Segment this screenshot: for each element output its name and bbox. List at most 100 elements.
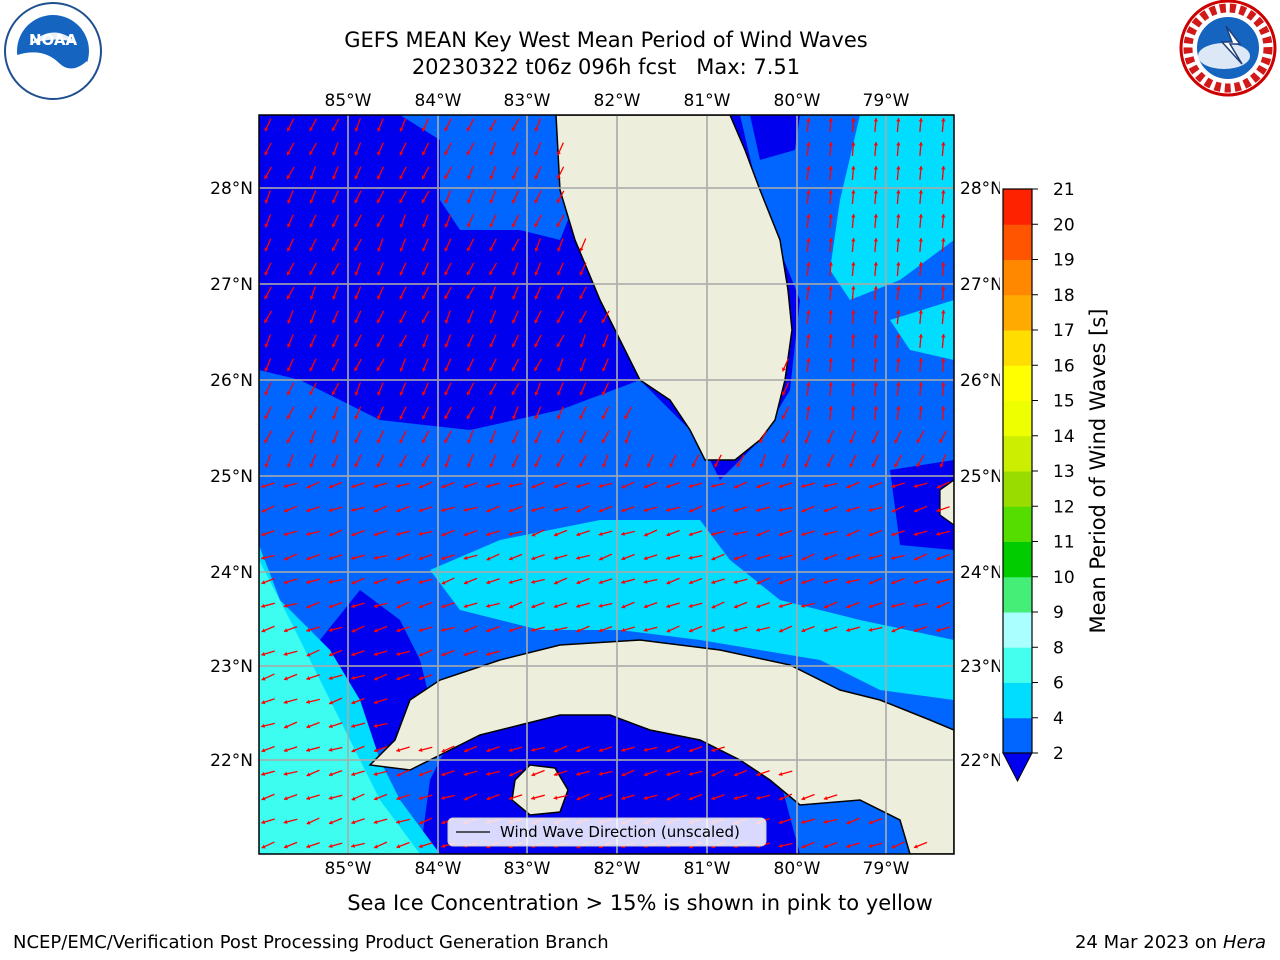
wind-wave-arrow-head <box>778 484 783 489</box>
wind-wave-arrow-head <box>332 343 336 348</box>
wind-wave-arrow-head <box>261 508 266 513</box>
wind-wave-arrow-head <box>422 391 426 396</box>
wind-wave-arrow-head <box>489 199 494 204</box>
map-legend: Wind Wave Direction (unscaled) <box>447 817 767 847</box>
wind-wave-arrow-head <box>399 247 404 252</box>
wind-wave-arrow-head <box>328 627 333 632</box>
wind-wave-arrow-head <box>512 319 516 324</box>
wind-wave-arrow-head <box>332 439 337 444</box>
wind-wave-arrow-head <box>463 603 468 609</box>
wind-wave-arrow-head <box>399 319 404 324</box>
lat-label: 26°N <box>960 371 1000 391</box>
footer-date: 24 Mar 2023 on Hera <box>1075 932 1266 953</box>
wind-wave-arrow-head <box>309 295 314 300</box>
wind-wave-arrow-head <box>689 508 694 513</box>
wind-wave-arrow-head <box>801 844 806 849</box>
wind-wave-arrow-head <box>913 531 918 537</box>
wind-wave-arrow-head <box>444 319 449 324</box>
wind-wave-arrow-head <box>509 556 513 561</box>
wind-wave-arrow-head <box>467 199 472 204</box>
wind-wave-arrow-head <box>851 190 856 194</box>
wind-wave-arrow-head <box>261 723 265 728</box>
wind-wave-arrow-head <box>781 415 786 420</box>
wind-wave-arrow-head <box>351 723 356 729</box>
colorbar-block <box>1003 259 1032 296</box>
lat-label: 25°N <box>960 467 1000 487</box>
wind-wave-arrow-head <box>557 271 562 276</box>
wind-wave-arrow-head <box>531 508 536 513</box>
wind-wave-arrow-head <box>851 286 856 290</box>
wind-wave-arrow-head <box>306 508 311 513</box>
wind-wave-arrow-head <box>531 604 536 609</box>
wind-wave-arrow-head <box>691 463 696 468</box>
wind-wave-arrow-head <box>306 724 311 729</box>
wind-wave-arrow-head <box>916 463 921 468</box>
wind-wave-arrow-head <box>778 843 783 848</box>
wind-wave-arrow-head <box>512 271 517 276</box>
wind-wave-arrow-head <box>941 358 946 362</box>
wind-wave-arrow-head <box>354 415 359 420</box>
wind-wave-arrow-head <box>309 319 314 324</box>
wind-wave-arrow-head <box>778 820 783 825</box>
wind-wave-arrow-head <box>918 190 923 194</box>
wind-wave-arrow-head <box>896 382 901 386</box>
wind-wave-arrow-head <box>598 531 603 537</box>
wind-wave-arrow-head <box>756 580 761 585</box>
wind-wave-arrow-head <box>806 118 811 122</box>
lat-label: 23°N <box>210 657 253 677</box>
wind-wave-arrow-head <box>534 175 539 180</box>
wind-wave-arrow-head <box>846 532 851 537</box>
wind-wave-arrow-head <box>373 483 378 489</box>
wind-wave-arrow-head <box>351 820 356 825</box>
colorbar-tick-label: 19 <box>1053 251 1075 271</box>
wind-wave-arrow-head <box>286 391 291 396</box>
wind-wave-arrow-head <box>643 795 648 800</box>
wind-wave-arrow-head <box>936 531 940 536</box>
wind-wave-arrow-head <box>711 556 716 561</box>
wind-wave-arrow-head <box>828 358 833 362</box>
wind-wave-arrow-head <box>464 580 468 585</box>
colorbar-block <box>1003 224 1032 260</box>
wind-wave-arrow-head <box>828 382 833 386</box>
colorbar-block <box>1003 506 1032 542</box>
wind-wave-arrow-head <box>512 151 517 156</box>
wind-wave-arrow-head <box>309 391 314 396</box>
wind-wave-arrow-head <box>936 556 941 561</box>
wind-wave-arrow-head <box>467 319 472 324</box>
colorbar: 2 4 6 8 9 10 11 12 13 14 15 16 17 18 19 20 21 Mean Perio… <box>1002 180 1110 783</box>
wind-wave-arrow-head <box>396 556 401 561</box>
colorbar-tick-label: 21 <box>1053 180 1075 200</box>
wind-wave-arrow-head <box>869 532 873 537</box>
wind-wave-arrow-head <box>419 772 423 777</box>
period-band-2-4-north <box>400 115 580 240</box>
wind-wave-arrow-head <box>939 463 944 468</box>
wind-wave-arrow-head <box>779 796 784 801</box>
wind-wave-arrow-head <box>688 771 693 776</box>
wind-wave-arrow-head <box>896 358 901 362</box>
wind-wave-arrow-head <box>936 628 941 633</box>
wind-wave-arrow-head <box>512 439 517 444</box>
wind-wave-arrow-head <box>936 484 941 489</box>
wind-wave-arrow-head <box>373 603 378 608</box>
wind-wave-arrow-head <box>441 507 446 513</box>
wind-wave-arrow-head <box>851 310 856 314</box>
wind-wave-arrow-head <box>306 796 311 801</box>
wind-wave-arrow-head <box>421 175 426 180</box>
wind-wave-arrow-head <box>306 676 311 681</box>
wind-wave-arrow-head <box>621 579 626 585</box>
wind-wave-arrow-head <box>873 166 878 170</box>
wind-wave-arrow-head <box>557 151 561 156</box>
wind-wave-arrow-head <box>463 532 468 537</box>
wind-wave-arrow-head <box>913 580 918 585</box>
wind-wave-arrow-head <box>556 199 561 204</box>
wind-wave-arrow-head <box>824 604 829 609</box>
wind-wave-arrow-head <box>486 532 491 537</box>
wind-wave-arrow-head <box>756 772 761 777</box>
colorbar-block <box>1003 682 1032 719</box>
wind-wave-arrow-head <box>421 319 426 324</box>
lat-label: 26°N <box>210 371 253 391</box>
wind-wave-arrow-head <box>329 652 333 657</box>
wind-wave-arrow-head <box>779 628 784 633</box>
wind-wave-arrow-head <box>396 483 400 488</box>
wind-wave-arrow-head <box>376 199 381 204</box>
